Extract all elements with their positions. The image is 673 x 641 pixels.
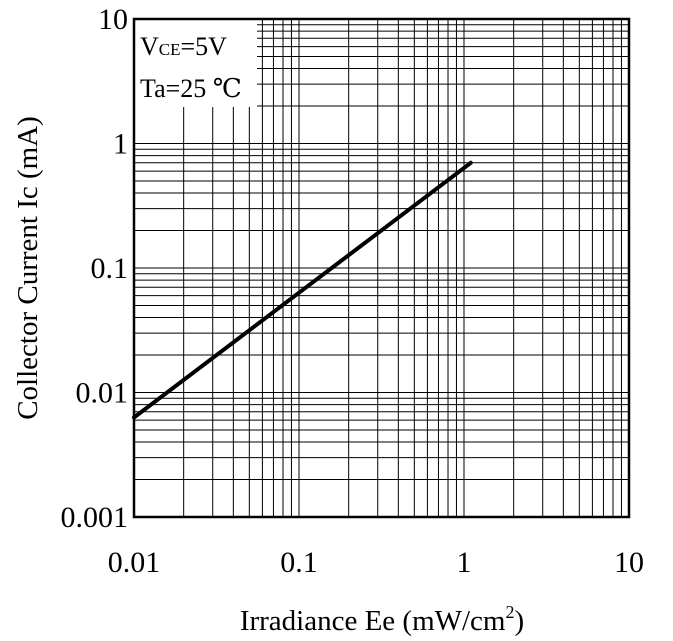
ta-condition: Ta=25 ℃	[140, 74, 242, 103]
y-tick-label: 0.001	[61, 501, 129, 534]
vce-value: =5V	[181, 32, 228, 61]
y-tick-labels: 0.001 0.01 0.1 1 10	[61, 3, 129, 534]
x-tick-label: 0.01	[108, 546, 161, 579]
y-axis-label: Collector Current Ic (mA)	[12, 116, 44, 420]
y-tick-label: 1	[113, 128, 128, 161]
x-axis-label-superscript: 2	[506, 602, 515, 622]
y-tick-label: 0.01	[76, 377, 129, 410]
x-tick-label: 10	[614, 546, 644, 579]
x-tick-labels: 0.01 0.1 1 10	[108, 546, 644, 579]
x-tick-label: 1	[457, 546, 472, 579]
x-tick-label: 0.1	[280, 546, 318, 579]
y-tick-label: 0.1	[91, 252, 129, 285]
plot-frame	[132, 17, 631, 519]
x-axis-label-text: Irradiance Ee (mW/cm	[240, 605, 506, 637]
conditions-box-background	[135, 20, 257, 107]
vce-subscript: CE	[159, 40, 181, 59]
data-series	[132, 160, 473, 420]
y-tick-label: 10	[98, 3, 128, 36]
x-axis-label: Irradiance Ee (mW/cm2)	[240, 602, 524, 637]
conditions-box: VCE=5V Ta=25 ℃	[135, 20, 257, 107]
vce-condition: VCE=5V	[140, 32, 227, 61]
vce-prefix: V	[140, 32, 159, 61]
x-axis-label-suffix: )	[515, 605, 525, 637]
series-line	[132, 160, 473, 420]
